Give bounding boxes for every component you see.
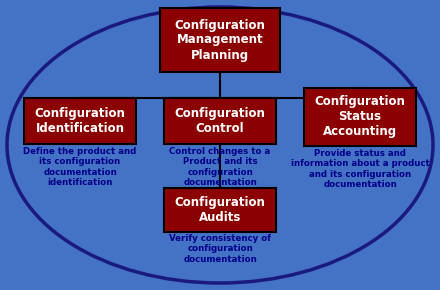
Ellipse shape: [7, 7, 433, 283]
FancyBboxPatch shape: [164, 188, 276, 232]
Text: Provide status and
information about a product
and its configuration
documentati: Provide status and information about a p…: [291, 149, 429, 189]
FancyBboxPatch shape: [164, 98, 276, 144]
Text: Configuration
Control: Configuration Control: [175, 107, 265, 135]
Text: Define the product and
its configuration
documentation
identification: Define the product and its configuration…: [23, 147, 137, 187]
FancyBboxPatch shape: [304, 88, 416, 146]
FancyBboxPatch shape: [24, 98, 136, 144]
Text: Configuration
Audits: Configuration Audits: [175, 196, 265, 224]
Text: Verify consistency of
configuration
documentation: Verify consistency of configuration docu…: [169, 234, 271, 264]
FancyBboxPatch shape: [160, 8, 280, 72]
Text: Control changes to a
Product and its
configuration
documentation: Control changes to a Product and its con…: [169, 147, 271, 187]
Text: Configuration
Status
Accounting: Configuration Status Accounting: [315, 95, 405, 139]
Text: Configuration
Management
Planning: Configuration Management Planning: [175, 19, 265, 61]
Text: Configuration
Identification: Configuration Identification: [35, 107, 125, 135]
